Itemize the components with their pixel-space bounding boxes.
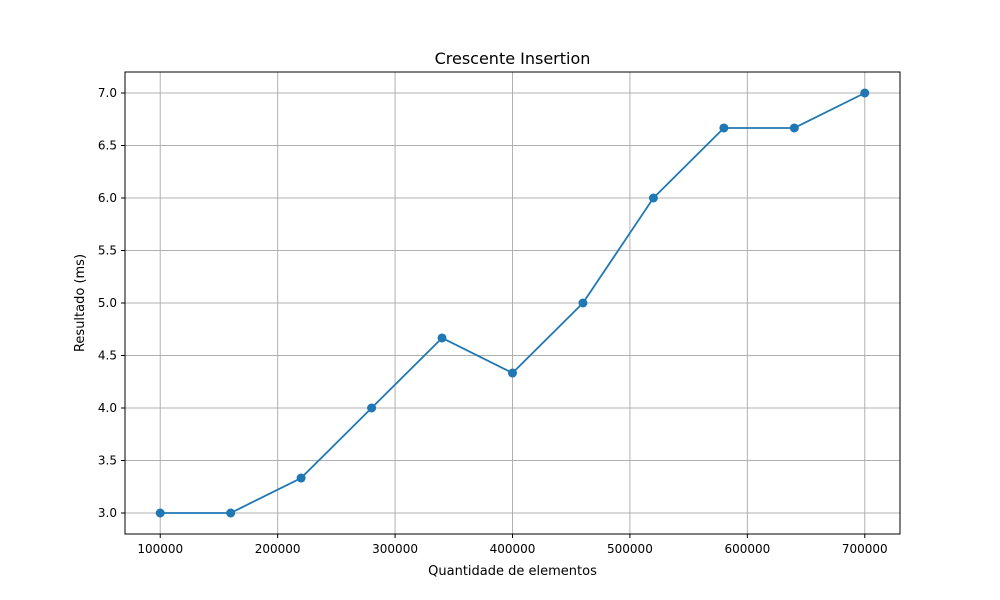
y-tick-label: 5.5 xyxy=(98,244,117,258)
x-tick-label: 700000 xyxy=(842,542,888,556)
y-tick-label: 3.5 xyxy=(98,454,117,468)
y-axis-label: Resultado (ms) xyxy=(73,254,88,352)
data-series xyxy=(155,88,870,518)
y-tick-label: 5.0 xyxy=(98,296,117,310)
chart-title: Crescente Insertion xyxy=(435,49,591,68)
y-tick-label: 4.0 xyxy=(98,401,117,415)
data-point xyxy=(648,193,658,203)
y-tick-label: 4.5 xyxy=(98,349,117,363)
y-tick-label: 6.5 xyxy=(98,139,117,153)
x-axis-label: Quantidade de elementos xyxy=(428,564,597,579)
y-tick-label: 6.0 xyxy=(98,191,117,205)
x-tick-label: 600000 xyxy=(724,542,770,556)
data-point xyxy=(367,403,377,413)
data-point xyxy=(719,123,729,133)
data-point xyxy=(578,298,588,308)
data-point xyxy=(296,473,306,483)
data-point xyxy=(508,368,517,378)
data-point xyxy=(226,508,236,518)
x-tick-label: 400000 xyxy=(490,542,536,556)
data-point xyxy=(437,333,447,343)
x-tick-label: 100000 xyxy=(137,542,183,556)
data-point xyxy=(860,88,870,98)
grid-lines xyxy=(125,72,900,534)
data-point xyxy=(789,123,799,133)
y-tick-label: 7.0 xyxy=(98,86,117,100)
x-tick-label: 300000 xyxy=(372,542,418,556)
data-point xyxy=(155,508,165,518)
y-tick-label: 3.0 xyxy=(98,506,117,520)
x-tick-label: 500000 xyxy=(607,542,653,556)
x-tick-label: 200000 xyxy=(255,542,301,556)
axis-ticks: 100000 200000 300000 400000 500000 600000 7000… xyxy=(98,86,888,556)
